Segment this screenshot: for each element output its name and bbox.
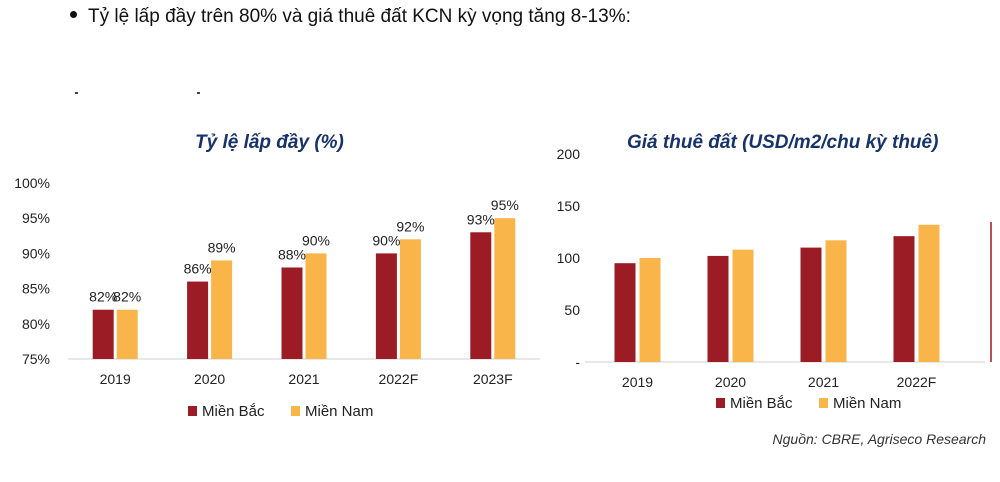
chart1-data-label: 86% [184,261,212,277]
chart2-bar-north [893,236,915,362]
chart1-title: Tỷ lệ lấp đầy (%) [195,132,344,153]
stray-mark [197,92,200,94]
chart1-data-label: 82% [89,289,117,305]
chart1-ytick-label: 80% [22,316,50,332]
chart2-category-label: 2020 [715,374,746,390]
chart2-legend-label: Miền Bắc [730,395,793,412]
chart1-data-label: 90% [302,232,330,248]
chart1-ytick-label: 85% [22,281,50,297]
chart1-category-label: 2019 [100,371,131,387]
chart1-bar-south [305,253,327,359]
chart2-legend-label: Miền Nam [833,395,901,412]
chart2-bar-north [614,263,636,362]
chart2-legend-swatch [819,398,828,408]
chart1-legend-label: Miền Bắc [202,403,265,420]
chart1-category-label: 2022F [379,371,419,387]
chart1-bar-south [399,239,421,359]
chart1-legend-label: Miền Nam [305,403,373,420]
chart1-data-label: 90% [372,232,400,248]
chart1-bar-north [187,281,209,359]
chart2-bar-south [639,258,661,362]
chart1-bar-north [470,232,492,359]
chart2-ytick-label: 50 [564,302,580,318]
chart1-data-label: 95% [491,197,519,213]
chart1-category-label: 2020 [194,371,225,387]
chart1-data-label: 92% [396,218,424,234]
chart1-data-label: 93% [467,211,495,227]
chart1-data-label: 89% [208,239,236,255]
chart1-ytick-label: 100% [14,175,50,191]
chart2-ytick-label: 150 [557,198,581,214]
chart1-legend-swatch [291,406,300,416]
stray-mark [75,92,78,94]
chart1-bar-north [281,267,303,359]
chart1-data-label: 82% [113,289,141,305]
bullet-text: Tỷ lệ lấp đầy trên 80% và giá thuê đất K… [88,6,631,27]
chart2-title: Giá thuê đất (USD/m2/chu kỳ thuê) [627,132,939,153]
chart2-category-label: 2021 [808,374,839,390]
chart1-ytick-label: 95% [22,210,50,226]
chart2-ytick-label: 200 [557,146,581,162]
chart1-ytick-label: 75% [22,351,50,367]
source-note: Nguồn: CBRE, Agriseco Research [772,431,986,447]
chart1-bar-south [116,309,138,359]
chart1-category-label: 2021 [288,371,319,387]
chart1-category-label: 2023F [473,371,513,387]
chart1-legend-swatch [188,406,197,416]
chart2-bar-south [825,240,847,362]
chart1-bar-south [494,218,516,359]
chart1-bar-north [92,309,114,359]
chart2-bar-south [918,224,940,362]
chart1-data-label: 88% [278,246,306,262]
chart2-bar-north [800,247,822,362]
chart1-bar-north [375,253,397,359]
chart1-bar-south [211,260,233,359]
chart1-ytick-label: 90% [22,245,50,261]
chart2-category-label: 2019 [622,374,653,390]
chart2-bar-south [732,249,754,362]
bullet-dot-icon [70,11,77,19]
chart2-bar-north [707,255,729,362]
chart2-legend-swatch [716,398,725,408]
chart2-category-label: 2022F [897,374,937,390]
chart2-ytick-label: 100 [557,250,581,266]
bullet-heading: Tỷ lệ lấp đầy trên 80% và giá thuê đất K… [70,6,631,28]
chart2-ytick-label: - [575,354,580,370]
